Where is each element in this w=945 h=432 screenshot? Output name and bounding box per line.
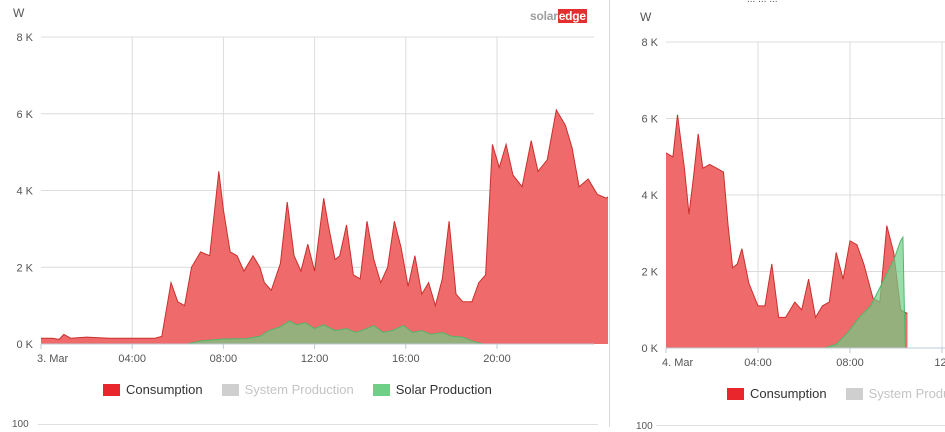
legend-swatch-consumption-right xyxy=(727,387,744,400)
chart1-y-tick-label: 6 K xyxy=(641,114,658,126)
chart0-x-tick-label: 04:00 xyxy=(118,353,146,365)
next-row-divider xyxy=(38,424,598,425)
chart0-x-tick-label: 12:00 xyxy=(301,353,329,365)
chart0-x-tick-label: 3. Mar xyxy=(37,353,69,365)
chart0-area-solar-production xyxy=(186,321,484,344)
chart1-line-consumption xyxy=(665,114,908,319)
chart0-y-tick-label: 6 K xyxy=(16,109,33,121)
clipped-top-text: ... ... ... xyxy=(747,0,778,5)
legend-item-solar-production[interactable]: Solar Production xyxy=(372,382,492,397)
chart0-unit-label: W xyxy=(13,6,25,20)
chart1-x-tick-label: 04:00 xyxy=(744,357,772,369)
legend-label-consumption: Consumption xyxy=(126,382,203,397)
chart1-x-tick-label: 08:00 xyxy=(836,357,864,369)
consumption-chart-march-4: W 0 K 2 K 4 K 6 K 8 K 4. Mar 04:00 08:00 12: xyxy=(640,10,945,369)
next-row-tick: 100 xyxy=(12,419,29,430)
chart1-y-tick-label: 8 K xyxy=(641,37,658,49)
chart1-line-solar-production xyxy=(824,235,906,349)
chart0-x-tick-label: 16:00 xyxy=(392,353,420,365)
consumption-chart-march-3: W 0 K 2 K 4 K 6 K 8 K 3. Mar 04:00 08:00 12:00 16:… xyxy=(13,6,608,365)
legend-item-system-production-right[interactable]: System Production xyxy=(845,386,945,401)
legend-march-3: Consumption System Production Solar Prod… xyxy=(103,382,511,397)
chart0-y-tick-label: 4 K xyxy=(16,186,33,198)
chart0-line-consumption xyxy=(41,108,608,340)
chart0-x-tick-label: 20:00 xyxy=(483,353,511,365)
chart-panel-march-4: ... ... ... W 0 K 2 K 4 K 6 K 8 K 4. Mar 04:00 0… xyxy=(612,0,945,432)
legend-swatch-solar-production xyxy=(372,383,390,396)
chart1-y-tick-label: 2 K xyxy=(641,267,658,279)
legend-label-system-production-right: System Production xyxy=(868,386,945,401)
chart0-y-tick-label: 0 K xyxy=(16,339,33,351)
legend-label-system-production: System Production xyxy=(244,382,354,397)
legend-swatch-consumption xyxy=(103,383,120,396)
chart0-line-solar-production xyxy=(186,320,484,345)
chart1-area-consumption xyxy=(666,114,908,348)
chart1-y-tick-label: 0 K xyxy=(641,343,658,355)
chart0-area-consumption xyxy=(41,109,608,344)
chart0-x-tick-label: 08:00 xyxy=(210,353,238,365)
chart1-area-solar-production xyxy=(824,237,906,348)
chart0-y-tick-label: 2 K xyxy=(16,262,33,274)
legend-item-consumption[interactable]: Consumption xyxy=(103,382,203,397)
chart1-unit-label: W xyxy=(640,10,652,24)
chart1-x-tick-label: 4. Mar xyxy=(662,357,694,369)
legend-march-4: Consumption System Production xyxy=(727,386,945,401)
panel-divider xyxy=(609,0,610,427)
chart0-y-tick-label: 8 K xyxy=(16,32,33,44)
next-row-divider-right xyxy=(656,425,945,426)
legend-label-solar-production: Solar Production xyxy=(395,382,492,397)
chart1-y-tick-label: 4 K xyxy=(641,190,658,202)
chart1-x-tick-label: 12: xyxy=(934,357,945,369)
legend-item-system-production[interactable]: System Production xyxy=(221,382,354,397)
legend-swatch-system-production xyxy=(221,383,239,396)
solaredge-logo: solaredge xyxy=(530,9,587,23)
legend-label-consumption-right: Consumption xyxy=(750,386,827,401)
legend-swatch-system-production-right xyxy=(845,387,863,400)
chart-panel-march-3: solaredge W 0 K 2 K 4 K 6 K 8 K 3. Mar 04:00 08:… xyxy=(12,6,608,430)
legend-item-consumption-right[interactable]: Consumption xyxy=(727,386,827,401)
